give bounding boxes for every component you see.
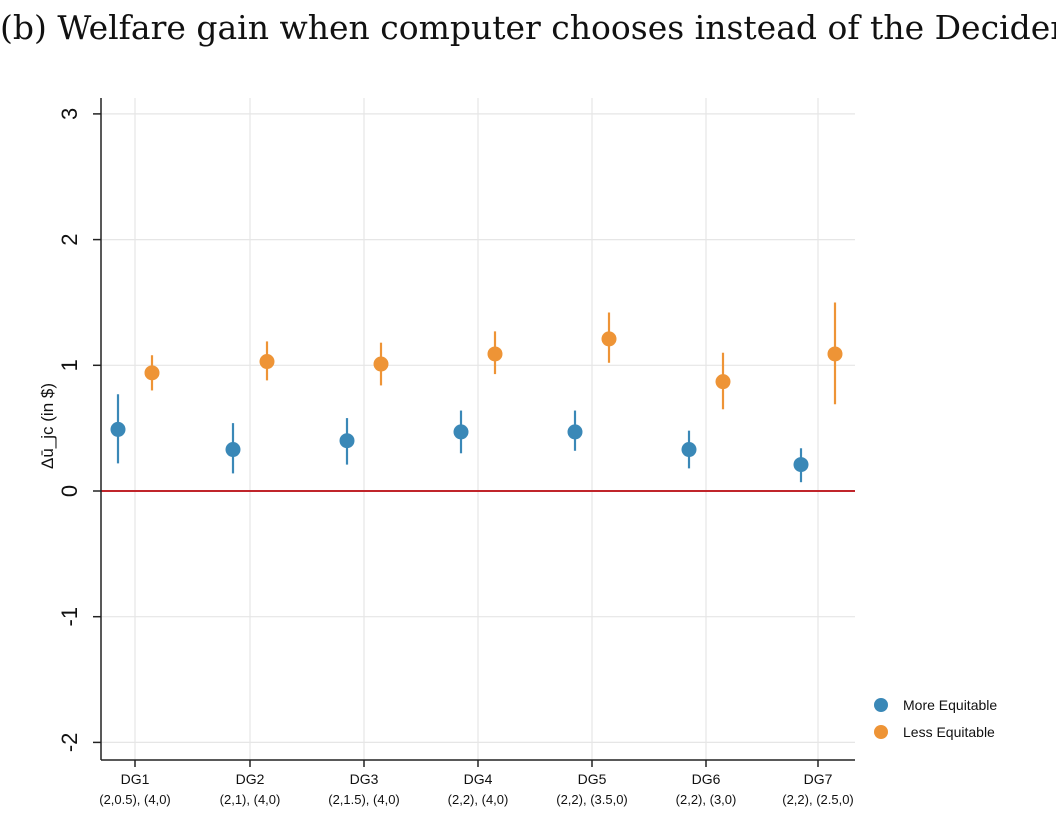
- x-tick-sublabel: (2,1), (4,0): [220, 792, 281, 807]
- legend-marker: [874, 725, 888, 739]
- x-tick-label: DG1: [121, 771, 150, 787]
- legend-marker: [874, 698, 888, 712]
- y-tick-label: 2: [57, 233, 82, 245]
- legend-label: More Equitable: [903, 697, 997, 713]
- y-tick-label: 0: [57, 485, 82, 497]
- data-point: [259, 354, 275, 370]
- y-tick-labels: -2 -1 0 1 2 3: [57, 108, 82, 752]
- data-series: [110, 302, 843, 483]
- x-tick-label: DG5: [578, 771, 607, 787]
- y-axis-title: Δū_jc (in $): [38, 383, 57, 469]
- data-point: [567, 424, 583, 440]
- axes: [93, 98, 855, 767]
- data-point: [110, 421, 126, 437]
- x-tick-sublabel: (2,2), (2.5,0): [782, 792, 854, 807]
- data-point: [373, 356, 389, 372]
- y-tick-label: 3: [57, 108, 82, 120]
- data-point: [339, 433, 355, 449]
- x-tick-sublabel: (2,2), (3,0): [676, 792, 737, 807]
- x-tick-sublabel: (2,2), (4,0): [448, 792, 509, 807]
- x-tick-sublabel: (2,0.5), (4,0): [99, 792, 171, 807]
- x-tick-label: DG2: [236, 771, 265, 787]
- data-point: [715, 374, 731, 390]
- y-tick-label: -1: [57, 607, 82, 627]
- x-tick-sublabel: (2,2), (3.5,0): [556, 792, 628, 807]
- x-tick-label: DG3: [350, 771, 379, 787]
- legend-label: Less Equitable: [903, 724, 995, 740]
- y-tick-label: 1: [57, 359, 82, 371]
- data-point: [453, 424, 469, 440]
- legend: More Equitable Less Equitable: [874, 697, 997, 740]
- x-tick-labels: DG1 (2,0.5), (4,0) DG2 (2,1), (4,0) DG3 (2,1.…: [99, 771, 854, 807]
- data-point: [487, 346, 503, 362]
- x-tick-label: DG4: [464, 771, 493, 787]
- x-tick-label: DG7: [804, 771, 833, 787]
- chart-title: (b) Welfare gain when computer chooses i…: [0, 8, 1056, 47]
- data-point: [827, 346, 843, 362]
- data-point: [681, 442, 697, 458]
- data-point: [144, 365, 160, 381]
- data-point: [225, 442, 241, 458]
- x-tick-sublabel: (2,1.5), (4,0): [328, 792, 400, 807]
- grid-lines: [101, 98, 855, 760]
- data-point: [793, 457, 809, 473]
- y-axis-label: Δū_jc (in $): [38, 383, 57, 469]
- y-tick-label: -2: [57, 733, 82, 753]
- x-tick-label: DG6: [692, 771, 721, 787]
- data-point: [601, 331, 617, 347]
